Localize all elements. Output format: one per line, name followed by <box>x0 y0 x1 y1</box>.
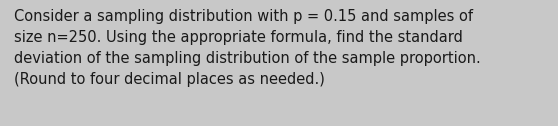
Text: Consider a sampling distribution with p = 0.15 and samples of
size n=250. Using : Consider a sampling distribution with p … <box>14 9 480 87</box>
